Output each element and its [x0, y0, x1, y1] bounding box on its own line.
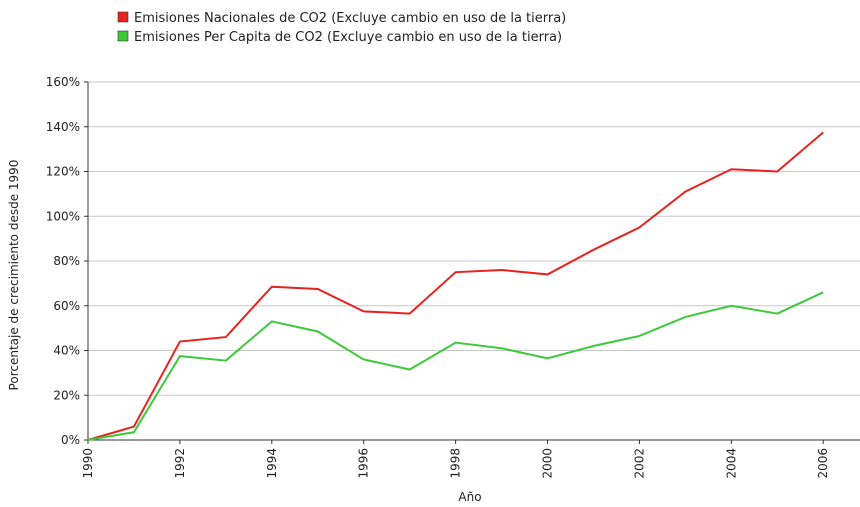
y-tick-label: 0%: [61, 433, 80, 447]
x-tick-label: 2000: [541, 448, 555, 479]
legend-swatch: [117, 11, 129, 23]
legend-label: Emisiones Nacionales de CO2 (Excluye cam…: [134, 11, 566, 26]
data-line: [87, 131, 824, 441]
y-tick-label: 20%: [53, 388, 80, 402]
x-tick-label: 2002: [632, 448, 646, 479]
y-tick-label: 140%: [46, 120, 80, 134]
x-tick-label: 1998: [449, 448, 463, 479]
x-tick-label: 1992: [173, 448, 187, 479]
legend-swatch: [117, 30, 129, 42]
x-axis-title: Año: [458, 490, 481, 504]
y-axis-title: Porcentaje de crecimiento desde 1990: [7, 160, 21, 391]
y-tick-label: 120%: [46, 165, 80, 179]
x-tick-label: 1994: [265, 448, 279, 479]
x-tick-label: 2006: [816, 448, 830, 479]
y-tick-label: 80%: [53, 254, 80, 268]
y-tick-label: 40%: [53, 344, 80, 358]
legend-label: Emisiones Per Capita de CO2 (Excluye cam…: [134, 30, 562, 45]
y-tick-label: 60%: [53, 299, 80, 313]
y-tick-label: 160%: [46, 75, 80, 89]
data-line: [87, 291, 824, 441]
x-tick-label: 1996: [357, 448, 371, 479]
x-tick-label: 1990: [81, 448, 95, 479]
x-tick-label: 2004: [724, 448, 738, 479]
y-tick-label: 100%: [46, 209, 80, 223]
